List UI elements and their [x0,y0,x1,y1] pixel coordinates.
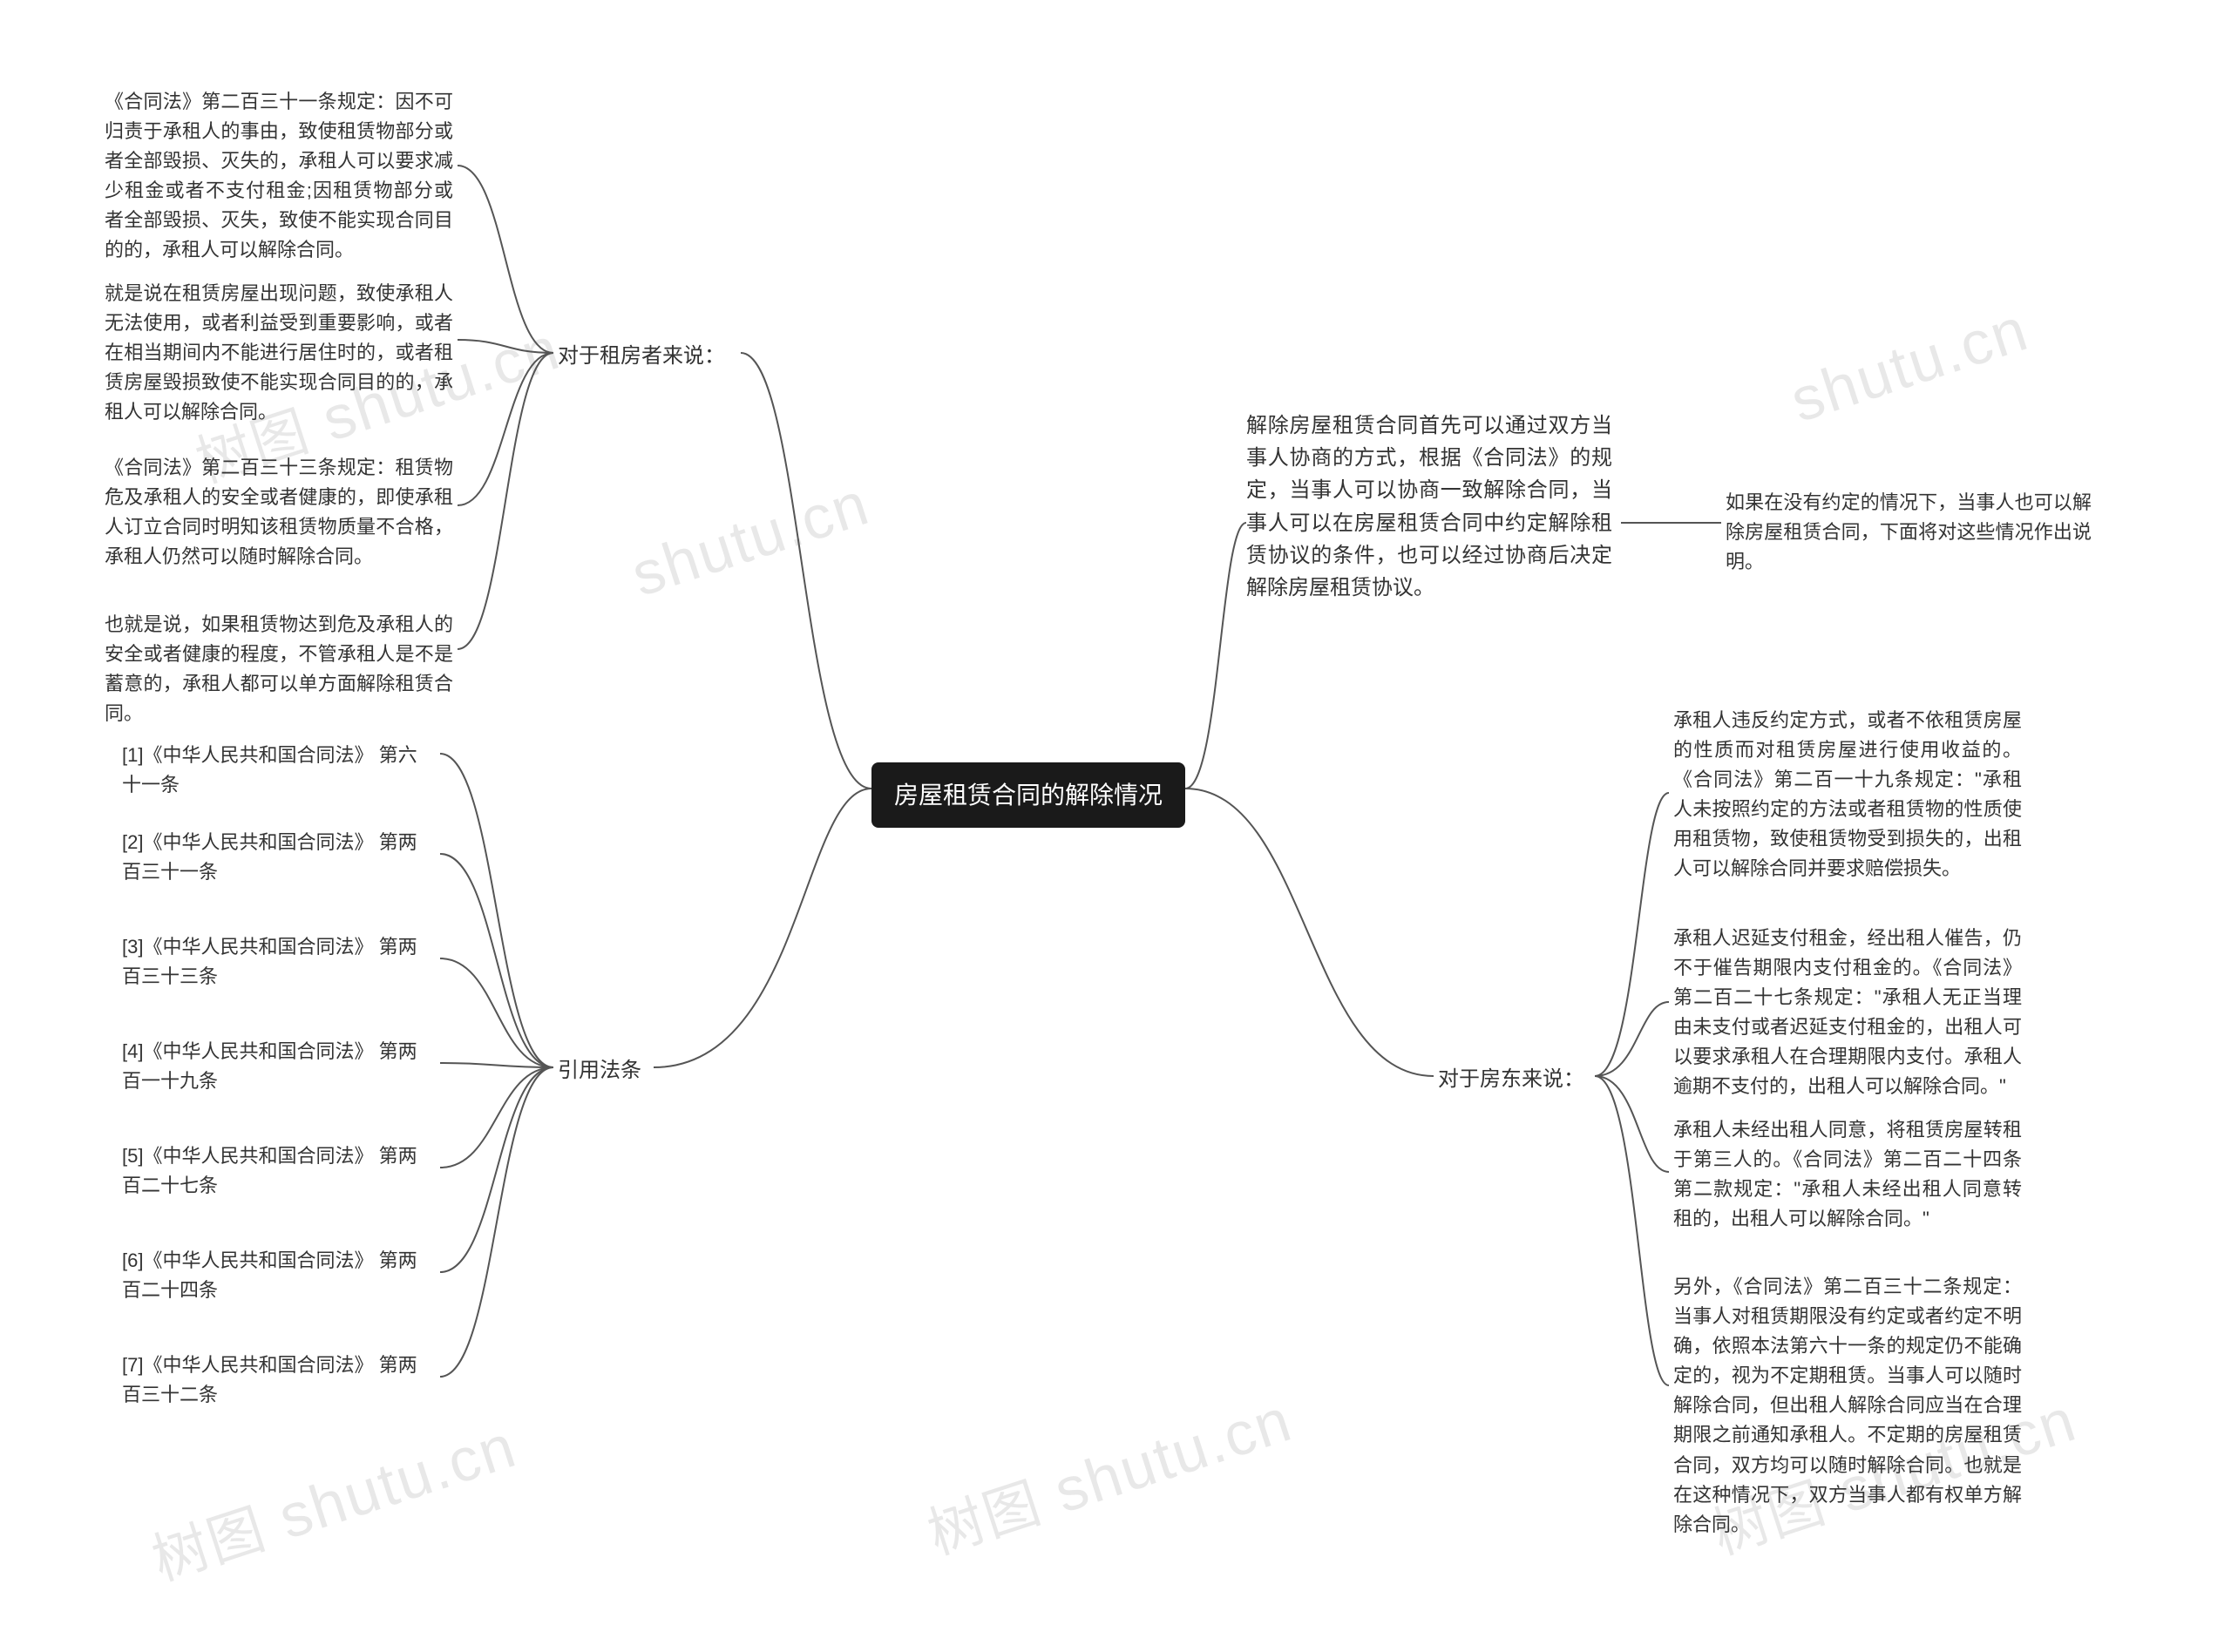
landlord-item-1: 承租人违反约定方式，或者不依租赁房屋的性质而对租赁房屋进行使用收益的。《合同法》… [1673,706,2022,884]
tenant-item-4: 也就是说，如果租赁物达到危及承租人的安全或者健康的程度，不管承租人是不是蓄意的，… [105,610,453,728]
tenant-item-3: 《合同法》第二百三十三条规定：租赁物危及承租人的安全或者健康的，即使承租人订立合… [105,453,453,572]
landlord-item-2: 承租人迟延支付租金，经出租人催告，仍不于催告期限内支付租金的。《合同法》第二百二… [1673,924,2022,1102]
refs-item-7: [7]《中华人民共和国合同法》 第两百三十二条 [122,1351,418,1410]
tenant-item-1: 《合同法》第二百三十一条规定：因不可归责于承租人的事由，致使租赁物部分或者全部毁… [105,87,453,266]
refs-item-2: [2]《中华人民共和国合同法》 第两百三十一条 [122,828,418,887]
refs-item-6: [6]《中华人民共和国合同法》 第两百二十四条 [122,1246,418,1305]
root-node: 房屋租赁合同的解除情况 [871,762,1185,828]
negotiate-note: 如果在没有约定的情况下，当事人也可以解除房屋租赁合同，下面将对这些情况作出说明。 [1726,488,2092,577]
landlord-title: 对于房东来说： [1438,1063,1584,1095]
refs-item-5: [5]《中华人民共和国合同法》 第两百二十七条 [122,1141,418,1201]
refs-item-1: [1]《中华人民共和国合同法》 第六十一条 [122,741,418,800]
negotiate-text: 解除房屋租赁合同首先可以通过双方当事人协商的方式，根据《合同法》的规定，当事人可… [1246,410,1612,604]
refs-item-3: [3]《中华人民共和国合同法》 第两百三十三条 [122,932,418,992]
landlord-item-4: 另外，《合同法》第二百三十二条规定：当事人对租赁期限没有约定或者约定不明确，依照… [1673,1272,2022,1540]
tenant-title: 对于租房者来说： [558,340,725,372]
refs-title: 引用法条 [558,1054,641,1087]
refs-item-4: [4]《中华人民共和国合同法》 第两百一十九条 [122,1037,418,1096]
landlord-item-3: 承租人未经出租人同意，将租赁房屋转租于第三人的。《合同法》第二百二十四条第二款规… [1673,1115,2022,1234]
tenant-item-2: 就是说在租赁房屋出现问题，致使承租人无法使用，或者利益受到重要影响，或者在相当期… [105,279,453,427]
